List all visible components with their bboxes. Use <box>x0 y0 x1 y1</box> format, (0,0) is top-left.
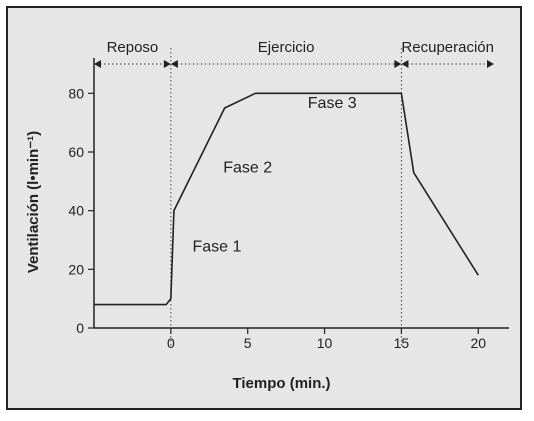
y-tick-label: 20 <box>68 261 84 277</box>
y-tick-label: 80 <box>68 85 84 101</box>
y-tick-label: 40 <box>68 203 84 219</box>
x-tick-label: 5 <box>244 335 252 351</box>
y-tick-label: 0 <box>76 320 84 336</box>
period-label: Ejercicio <box>258 39 315 56</box>
period-label: Recuperación <box>401 39 494 56</box>
phase-annotation: Fase 2 <box>223 160 272 177</box>
period-label: Reposo <box>107 39 159 56</box>
y-tick-label: 60 <box>68 144 84 160</box>
period-arrow-head <box>487 60 494 68</box>
ventilation-line <box>94 92 479 306</box>
period-arrow-head <box>94 60 101 68</box>
x-tick-label: 0 <box>167 335 175 351</box>
y-axis-title: Ventilación (l•min⁻¹) <box>25 131 42 273</box>
period-arrow-head <box>170 60 178 68</box>
x-tick-label: 20 <box>470 335 486 351</box>
period-arrow-head <box>401 60 409 68</box>
x-tick-label: 10 <box>317 335 333 351</box>
x-axis-title: Tiempo (min.) <box>232 375 330 392</box>
period-arrow-head <box>394 60 402 68</box>
phase-annotation: Fase 1 <box>193 239 242 256</box>
period-arrow-head <box>163 60 171 68</box>
x-tick-label: 15 <box>394 335 410 351</box>
phase-annotation: Fase 3 <box>308 95 357 112</box>
